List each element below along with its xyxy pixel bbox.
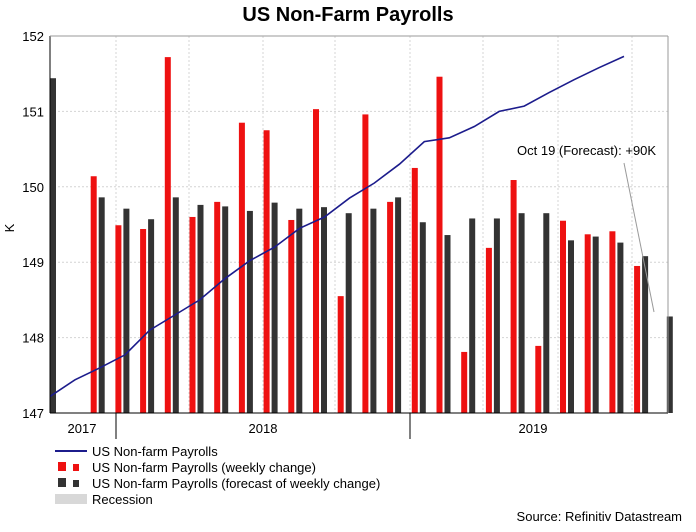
legend-swatch-dark — [54, 477, 88, 489]
bar-weekly-change — [288, 219, 295, 413]
bar-weekly-change — [238, 122, 245, 414]
bar-weekly-change — [263, 130, 270, 413]
bars — [50, 57, 673, 414]
bar-weekly-change — [140, 229, 147, 413]
legend-item-weekly-change: US Non-farm Payrolls (weekly change) — [54, 459, 380, 475]
annotation-text: Oct 19 (Forecast): +90K — [517, 143, 656, 158]
line-series — [49, 55, 625, 398]
bar-forecast — [642, 256, 649, 413]
bar-weekly-change — [485, 247, 492, 413]
bar-forecast — [469, 218, 476, 413]
bar-forecast — [419, 222, 426, 413]
legend-label-payrolls: US Non-farm Payrolls — [92, 443, 218, 459]
bar-weekly-change — [164, 57, 171, 413]
bar-weekly-change — [609, 231, 616, 413]
legend: US Non-farm Payrolls US Non-farm Payroll… — [54, 443, 380, 507]
bar-weekly-change — [584, 234, 591, 413]
x-tick-label: 2018 — [249, 421, 278, 436]
y-tick-label: 147 — [22, 406, 44, 421]
legend-label-weekly-change: US Non-farm Payrolls (weekly change) — [92, 459, 316, 475]
y-tick-label: 150 — [22, 180, 44, 195]
y-tick-label: 152 — [22, 29, 44, 44]
y-tick-label: 151 — [22, 104, 44, 119]
bar-forecast — [518, 213, 525, 413]
bar-forecast — [444, 235, 451, 413]
bar-forecast — [148, 219, 155, 413]
bar-forecast — [493, 218, 500, 413]
bar-weekly-change — [337, 296, 344, 413]
legend-swatch-recession — [54, 493, 88, 505]
y-tick-label: 148 — [22, 331, 44, 346]
source-note: Source: Refinitiv Datastream — [516, 509, 682, 524]
bar-forecast — [246, 210, 253, 413]
bar-weekly-change — [436, 76, 443, 413]
bar-forecast — [617, 242, 624, 413]
y-axis-label: K — [2, 223, 17, 232]
annotation-pointer — [623, 162, 655, 313]
bar-weekly-change — [411, 167, 418, 413]
bar-forecast — [296, 208, 303, 413]
bar-forecast — [395, 197, 402, 413]
x-tick-label: 2019 — [519, 421, 548, 436]
axes — [49, 35, 669, 439]
bar-forecast — [568, 240, 574, 413]
bar-forecast — [345, 213, 352, 413]
bar-weekly-change — [461, 351, 468, 413]
chart-title: US Non-Farm Payrolls — [242, 4, 454, 26]
legend-label-recession: Recession — [92, 491, 153, 507]
bar-forecast — [222, 206, 229, 413]
bar-weekly-change — [510, 180, 517, 413]
bar-weekly-change — [535, 345, 542, 413]
bar-weekly-change — [387, 201, 394, 413]
bar-forecast — [50, 78, 56, 413]
bar-forecast — [370, 208, 377, 413]
bar-weekly-change — [560, 220, 566, 413]
legend-item-forecast: US Non-farm Payrolls (forecast of weekly… — [54, 475, 380, 491]
bar-weekly-change — [362, 114, 369, 413]
labels: 147 148 149 150 151 152 2017 2018 2019 K Oct 19 (F… — [2, 29, 656, 436]
bar-forecast — [98, 197, 105, 413]
bar-weekly-change — [313, 109, 319, 413]
bar-weekly-change — [214, 201, 221, 413]
bar-forecast — [123, 208, 130, 413]
legend-item-recession: Recession — [54, 491, 380, 507]
bar-weekly-change — [115, 225, 122, 413]
bar-forecast — [592, 236, 599, 413]
bar-weekly-change — [189, 216, 196, 413]
legend-item-payrolls: US Non-farm Payrolls — [54, 443, 380, 459]
bar-forecast — [271, 202, 278, 413]
x-tick-label: 2017 — [68, 421, 97, 436]
bar-forecast — [197, 204, 204, 413]
bar-forecast — [172, 197, 179, 413]
line-payrolls — [49, 55, 625, 398]
y-tick-label: 149 — [22, 255, 44, 270]
bar-forecast — [666, 316, 673, 413]
bar-weekly-change — [90, 176, 97, 413]
bar-forecast — [321, 207, 327, 413]
legend-swatch-red — [54, 461, 88, 473]
bar-weekly-change — [634, 265, 641, 413]
legend-label-forecast: US Non-farm Payrolls (forecast of weekly… — [92, 475, 381, 491]
legend-swatch-line — [54, 445, 88, 457]
bar-forecast — [543, 213, 550, 413]
